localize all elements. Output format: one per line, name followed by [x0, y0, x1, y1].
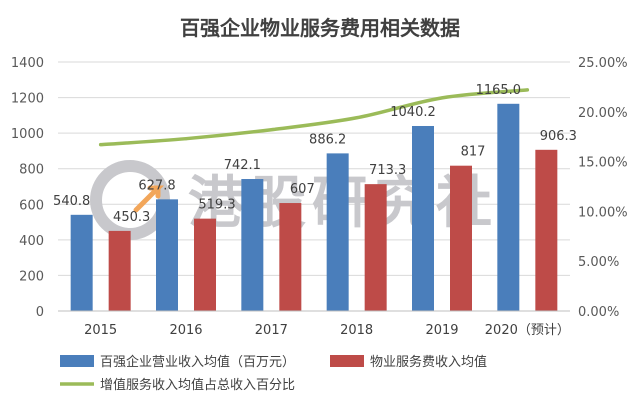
- y-tick-label: 1000: [11, 127, 44, 142]
- data-label: 742.1: [224, 158, 261, 173]
- data-label: 540.8: [53, 194, 90, 209]
- data-label: 713.3: [369, 163, 406, 178]
- legend-swatch: [330, 355, 364, 367]
- bar-revenue: [497, 103, 520, 312]
- line-point: [184, 137, 188, 141]
- data-label: 607: [290, 182, 315, 197]
- y2-tick-label: 20.00%: [578, 106, 628, 121]
- line-point: [355, 116, 359, 120]
- bar-property-fee: [450, 165, 472, 311]
- line-point: [99, 143, 103, 147]
- data-label: 450.3: [113, 210, 150, 225]
- legend-label: 物业服务费收入均值: [370, 354, 487, 370]
- y-tick-label: 800: [19, 163, 44, 178]
- legend-label: 百强企业营业收入均值（百万元）: [100, 354, 295, 370]
- bar-property-fee: [535, 149, 558, 311]
- bar-property-fee: [279, 203, 302, 311]
- data-labels: 540.8 627.8 742.1 886.2 1040.2 1165.0 450.3 519…: [53, 83, 577, 225]
- line-point: [269, 128, 273, 132]
- data-label: 519.3: [198, 198, 235, 213]
- line-point: [440, 96, 444, 100]
- legend-swatch: [60, 355, 94, 367]
- axes: 0 200 400 600 800 1000 1200 1400 0.00% 5.00% 10.00…: [11, 56, 628, 338]
- data-label: 886.2: [309, 132, 346, 147]
- y-tick-label: 400: [19, 234, 44, 249]
- data-label: 1165.0: [476, 83, 522, 98]
- x-tick-label: 2019: [425, 323, 458, 338]
- line-point: [525, 88, 529, 92]
- line-series: [98, 88, 530, 147]
- x-tick-label: 2015: [84, 323, 117, 338]
- x-tick-label: 2016: [169, 323, 202, 338]
- line-value-added-share: [98, 88, 530, 147]
- bar-revenue: [156, 199, 178, 311]
- chart-title: 百强企业物业服务费用相关数据: [180, 16, 460, 40]
- y-tick-label: 0: [36, 305, 44, 320]
- bar-property-fee: [108, 230, 131, 311]
- y2-tick-label: 10.00%: [578, 205, 628, 220]
- bar-property-fee: [364, 184, 387, 311]
- y-tick-label: 1200: [11, 92, 44, 107]
- bar-revenue: [412, 125, 434, 311]
- y-tick-label: 600: [19, 198, 44, 213]
- watermark-arrow-icon: [133, 185, 165, 213]
- data-label: 906.3: [540, 129, 577, 144]
- x-tick-label: 2018: [340, 323, 373, 338]
- bars: [70, 103, 558, 312]
- y2-tick-label: 25.00%: [578, 56, 628, 71]
- bar-revenue: [326, 153, 349, 311]
- y2-tick-label: 5.00%: [578, 255, 619, 270]
- data-label: 817: [461, 145, 486, 160]
- y-tick-label: 200: [19, 269, 44, 284]
- x-tick-label: 2017: [255, 323, 288, 338]
- bar-property-fee: [194, 218, 216, 311]
- data-label: 627.8: [138, 178, 175, 193]
- data-label: 1040.2: [390, 105, 436, 120]
- legend-label: 增值服务收入均值占总收入百分比: [100, 377, 295, 393]
- bar-revenue: [241, 179, 264, 311]
- y2-tick-label: 0.00%: [578, 305, 619, 320]
- bar-revenue: [70, 214, 93, 311]
- x-tick-label: 2020（预计）: [485, 323, 570, 338]
- y-tick-label: 1400: [11, 56, 44, 71]
- y2-tick-label: 15.00%: [578, 156, 628, 171]
